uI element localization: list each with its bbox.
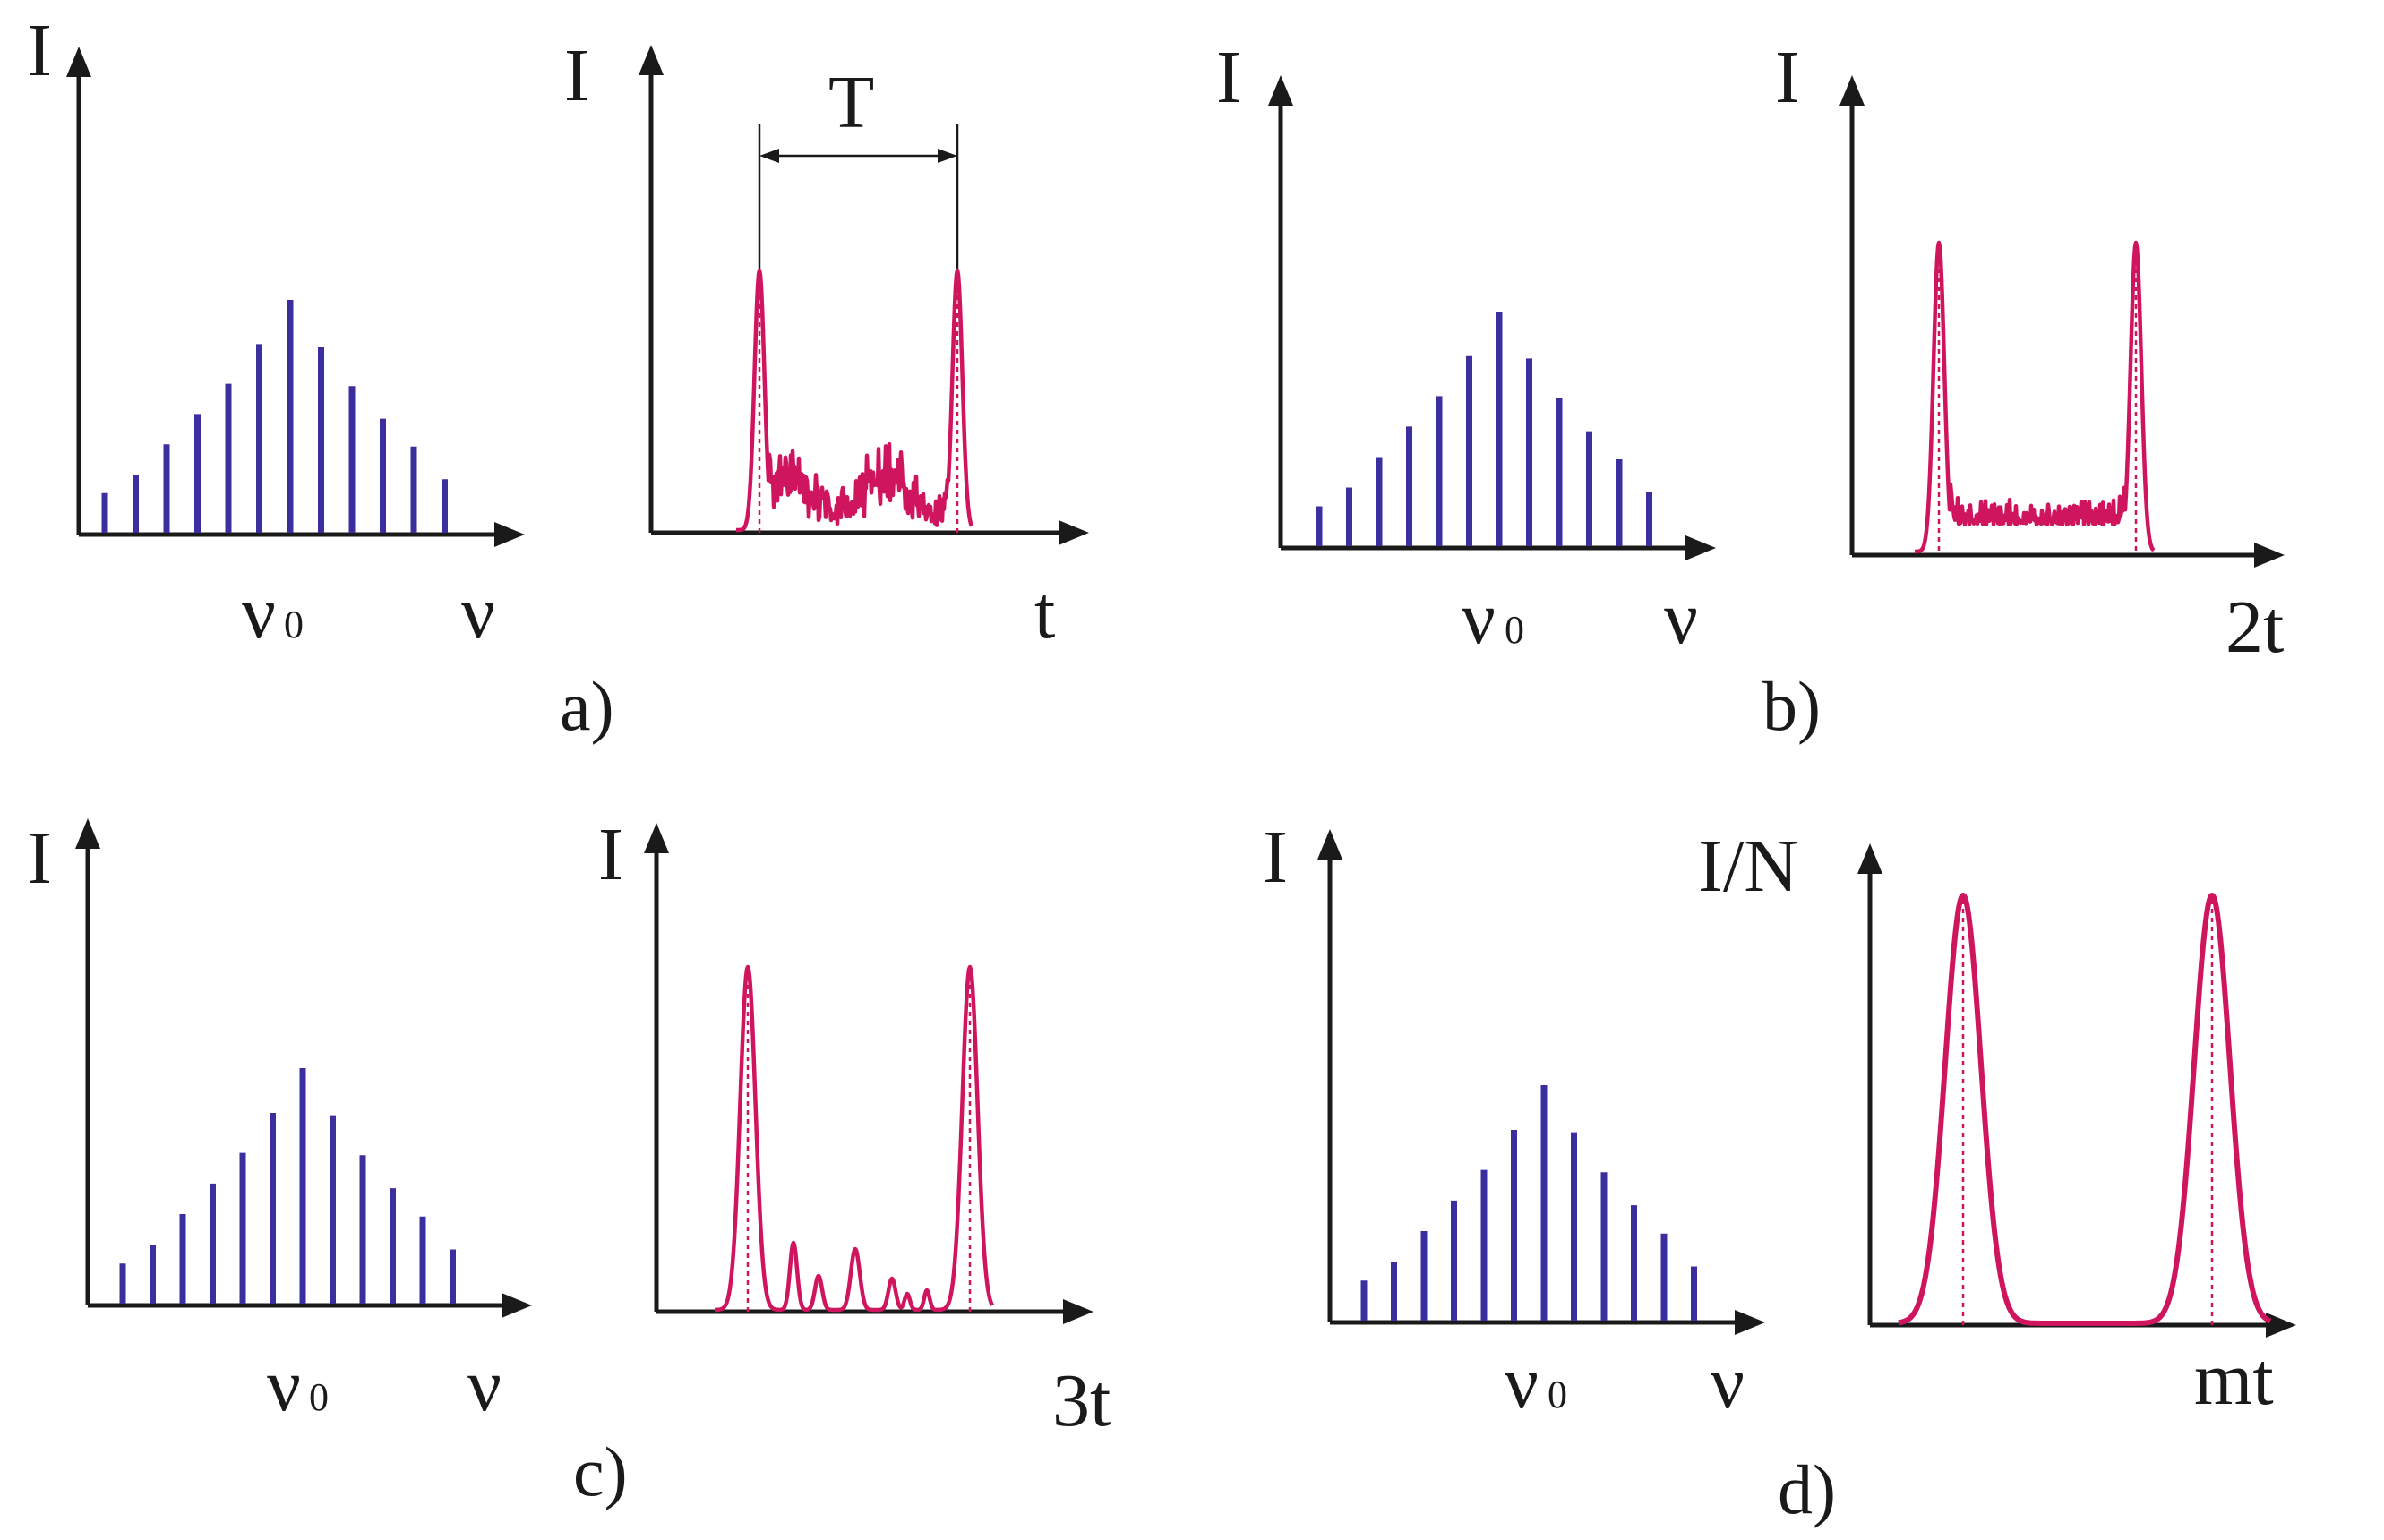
- time-x-label: t: [1034, 571, 1055, 654]
- spectrum-plot-c: I ν 0 ν: [27, 817, 532, 1427]
- time-x-arrow: [2266, 1313, 2296, 1338]
- panel-label-c: c): [573, 1433, 628, 1510]
- spectrum-y-label: I: [1263, 816, 1288, 899]
- spectrum-x-arrow: [1685, 535, 1716, 560]
- time-x-label: 3t: [1052, 1359, 1111, 1442]
- spectral-lines: [1316, 312, 1652, 546]
- spectrum-x-label: ν: [1664, 577, 1698, 660]
- spectrum-x-arrow: [494, 522, 525, 547]
- panel-label-b: b): [1762, 667, 1821, 745]
- spectrum-y-label: I: [27, 817, 52, 900]
- time-y-label: I: [1775, 36, 1800, 119]
- time-plot-d: I/N mt: [1698, 825, 2296, 1421]
- time-y-label: I: [564, 34, 589, 117]
- center-frequency-subscript: 0: [284, 603, 304, 646]
- panel-d: I ν 0 ν I/N mt d): [1263, 816, 2296, 1528]
- panel-label-a: a): [560, 667, 614, 745]
- center-frequency-label: ν: [242, 571, 276, 654]
- spectrum-plot-d: I ν 0 ν: [1263, 816, 1765, 1424]
- spectral-lines: [101, 300, 448, 533]
- center-frequency-label: ν: [1505, 1341, 1539, 1424]
- spectrum-x-label: ν: [467, 1344, 502, 1427]
- time-plot-b: I 2t: [1775, 36, 2285, 669]
- period-arrow-right-head: [938, 149, 957, 163]
- pulse-train-a: [734, 268, 974, 533]
- time-y-arrow: [639, 45, 664, 75]
- time-y-label: I/N: [1698, 825, 1798, 908]
- time-x-arrow: [1063, 1299, 1093, 1324]
- pulse-train-c: [713, 964, 995, 1313]
- time-plot-c: I 3t: [598, 813, 1111, 1442]
- spectrum-y-label: I: [27, 9, 52, 92]
- time-plot-a: I t T: [564, 34, 1089, 654]
- spectrum-x-label: ν: [1711, 1341, 1745, 1424]
- time-y-arrow: [1839, 75, 1865, 106]
- time-y-arrow: [644, 823, 669, 853]
- time-x-arrow: [1059, 520, 1089, 545]
- pulse-train-b: [1913, 240, 2156, 554]
- spectrum-x-arrow: [502, 1293, 532, 1318]
- spectral-lines: [1360, 1085, 1697, 1321]
- center-frequency-label: ν: [1462, 577, 1496, 660]
- center-frequency-subscript: 0: [1548, 1373, 1567, 1416]
- time-x-label: 2t: [2225, 586, 2284, 669]
- period-arrow-left-head: [759, 149, 779, 163]
- center-frequency-label: ν: [267, 1344, 301, 1427]
- center-frequency-subscript: 0: [309, 1375, 329, 1419]
- spectrum-y-arrow: [66, 47, 91, 77]
- pulse-train-d: [1897, 893, 2272, 1326]
- spectrum-plot-a: I ν 0 ν: [27, 9, 525, 654]
- center-frequency-subscript: 0: [1505, 608, 1524, 652]
- panel-label-d: d): [1778, 1450, 1836, 1528]
- panel-a: I ν 0 ν I t T a): [27, 9, 1089, 745]
- time-y-arrow: [1857, 843, 1882, 874]
- spectrum-x-label: ν: [461, 571, 495, 654]
- panel-c: I ν 0 ν I 3t c): [27, 813, 1111, 1510]
- spectrum-y-arrow: [75, 818, 100, 849]
- time-x-arrow: [2254, 543, 2285, 568]
- period-label: T: [828, 61, 874, 144]
- spectral-lines: [119, 1068, 456, 1304]
- time-x-label: mt: [2194, 1338, 2274, 1421]
- spectrum-y-label: I: [1216, 36, 1241, 119]
- spectrum-y-arrow: [1268, 75, 1293, 106]
- panel-b: I ν 0 ν I 2t b): [1216, 36, 2285, 745]
- spectrum-y-arrow: [1317, 829, 1342, 860]
- spectrum-plot-b: I ν 0 ν: [1216, 36, 1716, 660]
- spectrum-x-arrow: [1735, 1310, 1765, 1335]
- time-y-label: I: [598, 813, 623, 896]
